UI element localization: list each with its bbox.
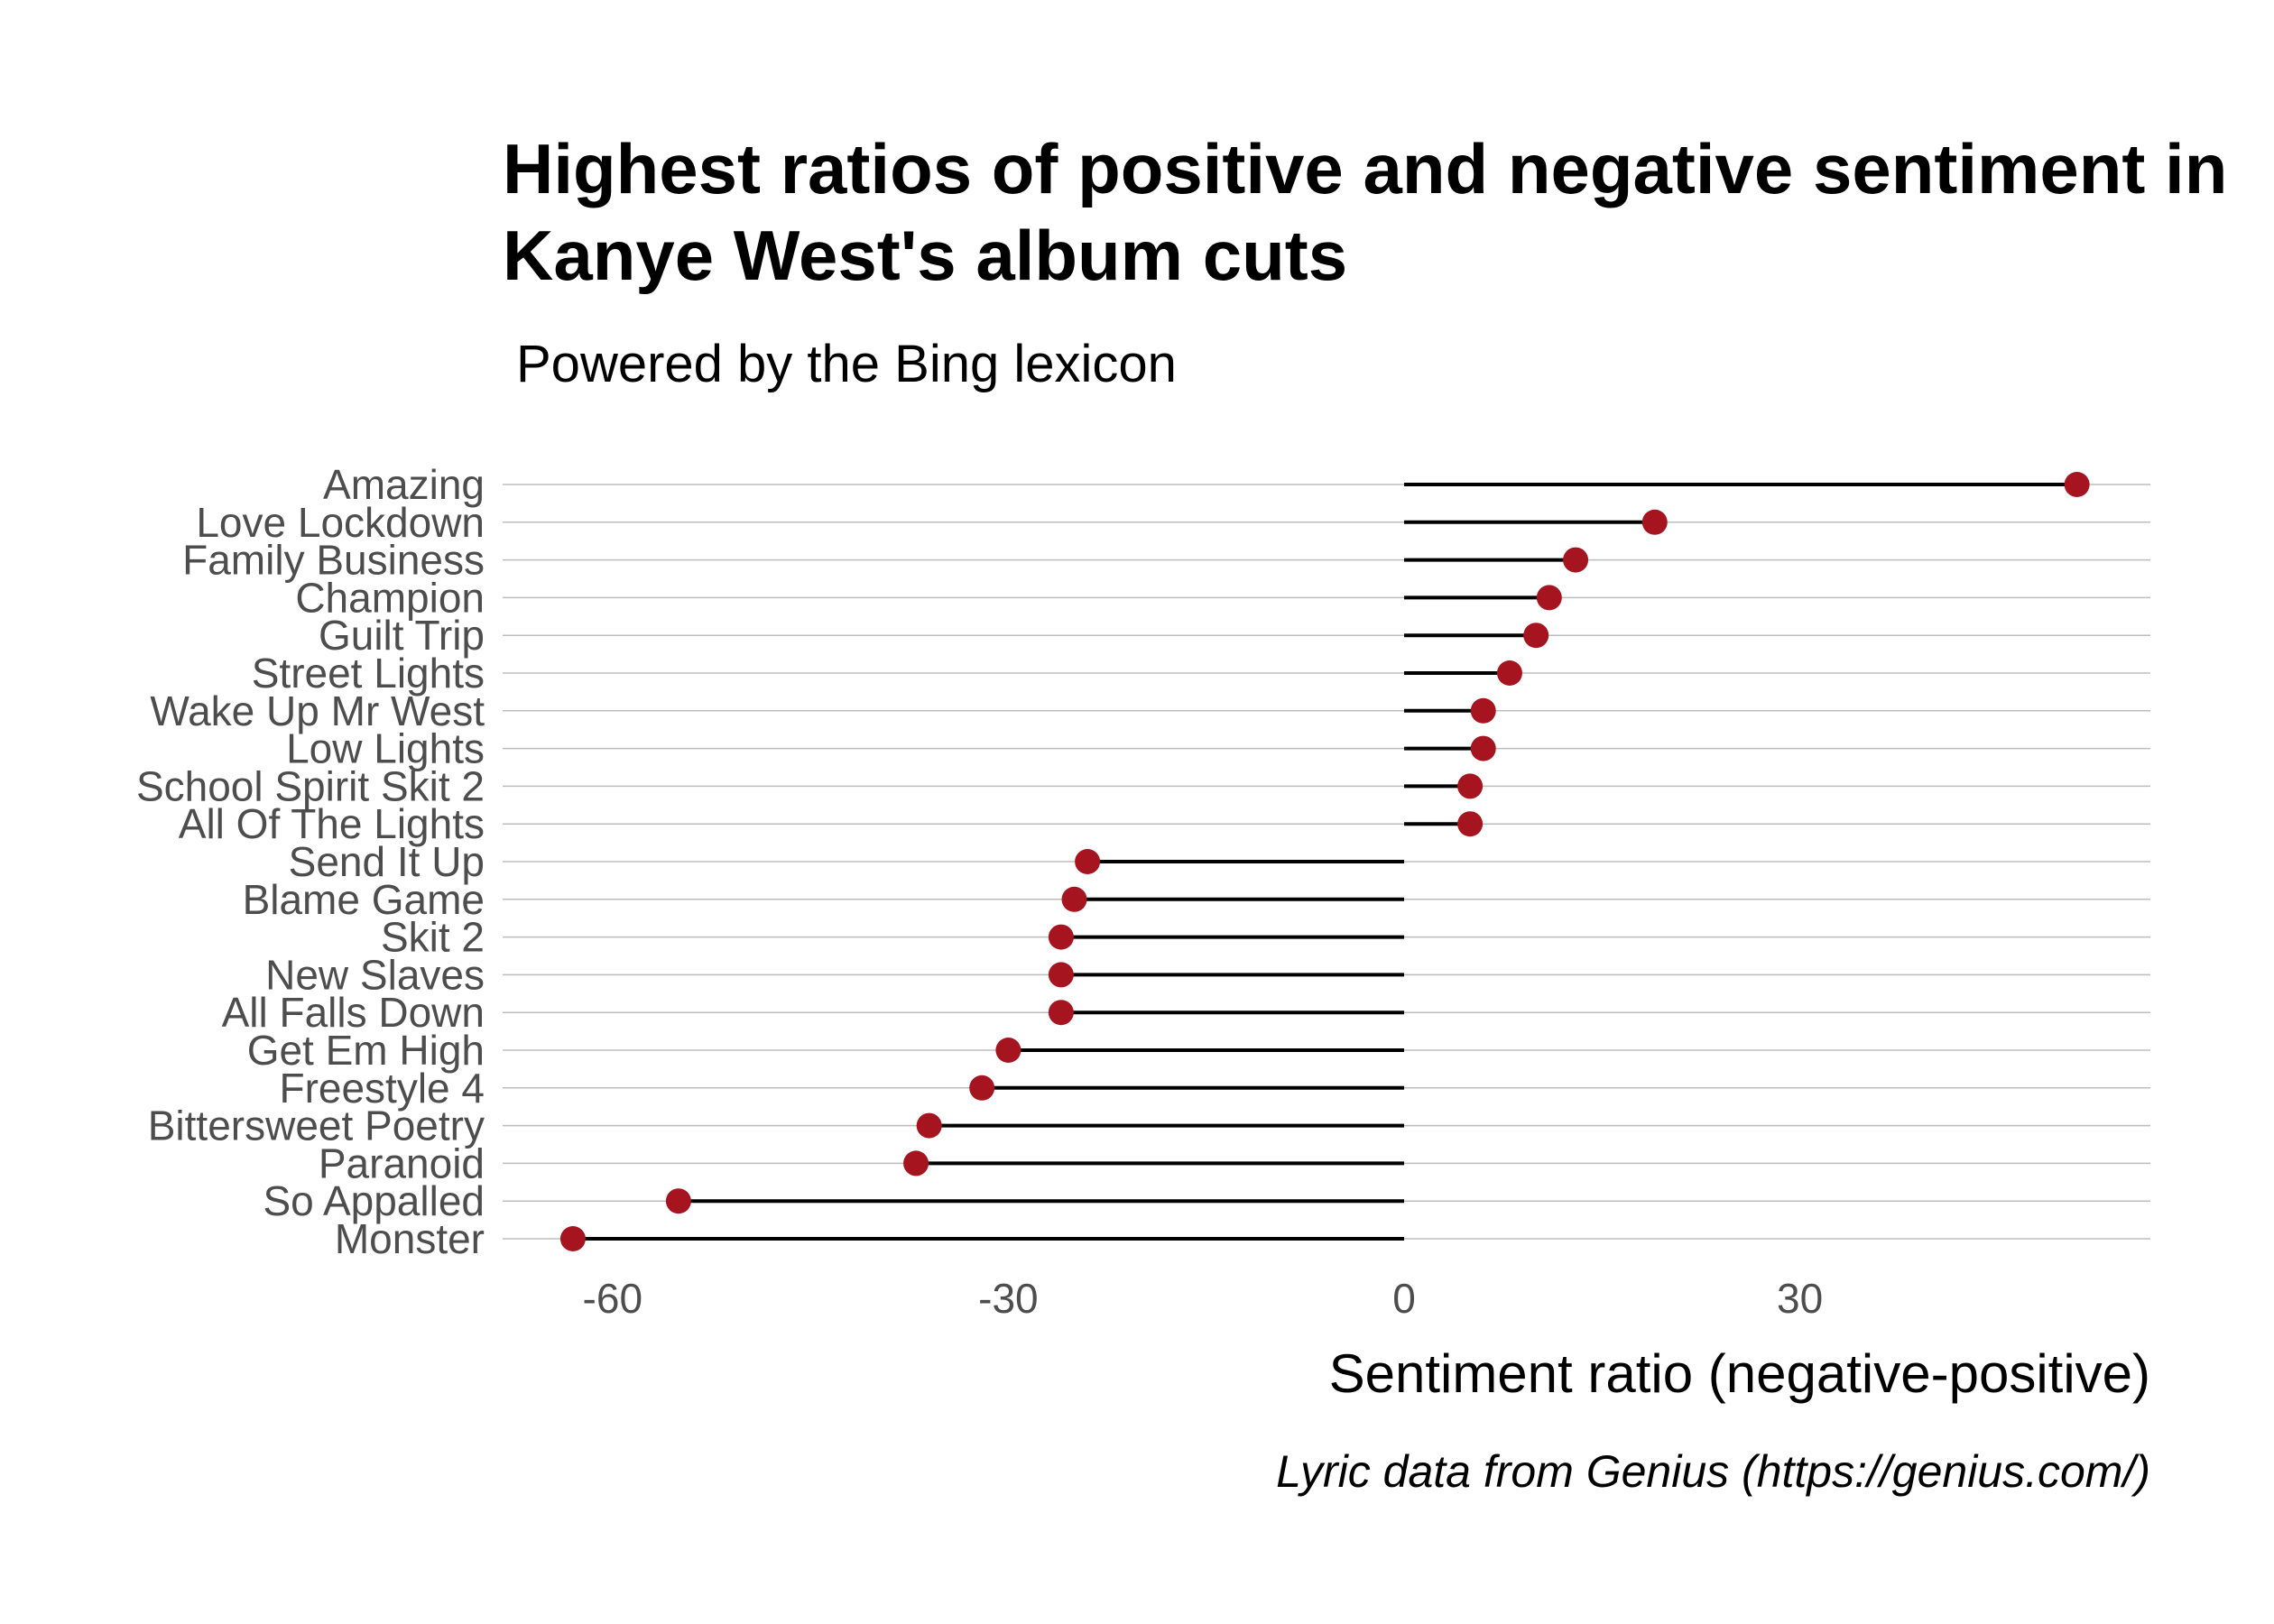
category-label: Get Em High [247, 1027, 485, 1074]
data-point [1048, 1000, 1074, 1026]
x-tick-label: 30 [1777, 1275, 1823, 1322]
lollipop-segments [572, 483, 2077, 1241]
data-point [995, 1038, 1021, 1063]
data-point [1075, 849, 1101, 874]
category-label: Love Lockdown [196, 499, 485, 546]
data-point [1470, 697, 1496, 724]
x-tick-labels: -60 -30 0 30 [583, 1275, 1824, 1322]
data-point [665, 1188, 691, 1214]
data-point [559, 1226, 586, 1251]
category-label: All Falls Down [222, 989, 485, 1036]
category-label: Bittersweet Poetry [148, 1103, 485, 1149]
chart-caption: Lyric data from Genius (https://genius.c… [1276, 1446, 2150, 1497]
category-label: Skit 2 [381, 914, 485, 961]
category-label: Freestyle 4 [279, 1065, 485, 1112]
category-label: Send It Up [289, 838, 485, 885]
data-point [1457, 811, 1484, 837]
category-label: Family Business [182, 537, 485, 584]
category-label: Wake Up Mr West [150, 687, 485, 734]
lollipop-points [559, 472, 2090, 1251]
x-tick-label: -60 [583, 1275, 642, 1322]
category-label: So Appalled [263, 1177, 485, 1224]
category-label: Low Lights [286, 725, 485, 772]
category-label: Paranoid [319, 1140, 485, 1186]
data-point [1457, 773, 1484, 799]
data-point [1641, 509, 1668, 535]
data-point [969, 1075, 995, 1101]
data-point [1061, 886, 1087, 912]
data-point [2064, 472, 2090, 497]
category-label: Amazing [323, 461, 485, 508]
category-label: Blame Game [243, 876, 485, 923]
category-label: School Spirit Skit 2 [136, 762, 485, 809]
data-point [903, 1150, 929, 1176]
data-point [1048, 924, 1074, 950]
data-point [916, 1112, 942, 1139]
category-label: Champion [295, 574, 485, 621]
category-label: New Slaves [265, 951, 485, 998]
data-point [1523, 623, 1549, 649]
category-label: Street Lights [252, 650, 485, 697]
data-point [1048, 962, 1074, 988]
data-point [1470, 735, 1496, 761]
data-point [1496, 660, 1522, 686]
chart-subtitle: Powered by the Bing lexicon [516, 335, 1177, 393]
category-label: All Of The Lights [179, 800, 485, 847]
chart-title-line2: Kanye West's album cuts [503, 216, 1347, 295]
category-label: Monster [335, 1215, 485, 1262]
chart-title-line1: Highest ratios of positive and negative … [503, 129, 2227, 208]
data-point [1536, 585, 1562, 611]
x-tick-label: 0 [1392, 1275, 1416, 1322]
x-axis-title: Sentiment ratio (negative-positive) [1329, 1343, 2150, 1404]
x-tick-label: -30 [978, 1275, 1038, 1322]
data-point [1563, 547, 1589, 573]
category-label: Guilt Trip [319, 612, 485, 659]
